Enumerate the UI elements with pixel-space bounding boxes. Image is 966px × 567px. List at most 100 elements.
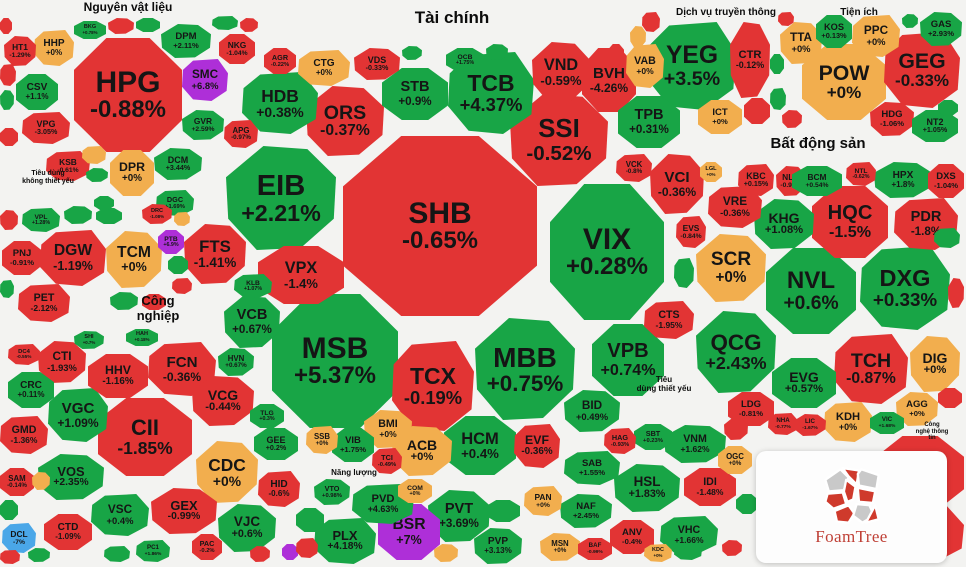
cell-VCK[interactable]: VCK -0.8%	[616, 154, 652, 182]
cell-GMD[interactable]: GMD -1.36%	[0, 416, 48, 454]
cell-SSB[interactable]: SSB +0%	[306, 426, 338, 454]
cell-small[interactable]	[674, 258, 694, 288]
cell-PC1[interactable]: PC1 +1.86%	[136, 540, 170, 562]
cell-CTD[interactable]: CTD -1.09%	[44, 514, 92, 550]
cell-NAF[interactable]: NAF +2.45%	[560, 494, 612, 528]
cell-CII[interactable]: CII -1.85%	[98, 398, 192, 476]
cell-HID[interactable]: HID -0.6%	[258, 471, 300, 507]
cell-TTA[interactable]: TTA +0%	[780, 22, 822, 64]
cell-SAM[interactable]: SAM -0.14%	[0, 468, 34, 496]
cell-small[interactable]	[172, 278, 192, 294]
cell-DIG[interactable]: DIG +0%	[910, 336, 960, 392]
cell-NKG[interactable]: NKG -1.04%	[219, 34, 255, 64]
cell-small[interactable]	[722, 540, 742, 556]
cell-small[interactable]	[778, 12, 794, 26]
cell-GEE[interactable]: GEE +0.2%	[254, 428, 298, 460]
cell-EIB[interactable]: EIB +2.21%	[226, 146, 336, 250]
cell-small[interactable]	[938, 100, 958, 116]
cell-COM[interactable]: COM +0%	[398, 479, 432, 503]
cell-small[interactable]	[296, 538, 318, 558]
cell-small[interactable]	[0, 64, 16, 86]
cell-small[interactable]	[608, 44, 624, 64]
cell-SMC[interactable]: SMC +6.8%	[182, 59, 228, 101]
cell-small[interactable]	[64, 206, 92, 224]
cell-VGC[interactable]: VGC +1.09%	[48, 388, 108, 442]
cell-VCI[interactable]: VCI -0.36%	[650, 154, 704, 214]
cell-KDH[interactable]: KDH +0%	[824, 402, 872, 442]
cell-VCB[interactable]: VCB +0.67%	[224, 296, 280, 348]
cell-VPL[interactable]: VPL +1.28%	[22, 208, 60, 232]
cell-DGW[interactable]: DGW -1.19%	[40, 230, 106, 286]
cell-PVP[interactable]: PVP +3.13%	[474, 528, 522, 564]
cell-HHP[interactable]: HHP +0%	[34, 30, 74, 66]
cell-VJC[interactable]: VJC +0.6%	[218, 504, 276, 552]
cell-small[interactable]	[250, 546, 270, 562]
cell-AGR[interactable]: AGR -0.22%	[264, 48, 296, 74]
cell-PNJ[interactable]: PNJ -0.91%	[2, 241, 42, 275]
cell-SHB[interactable]: SHB -0.65%	[343, 136, 537, 316]
cell-HQC[interactable]: HQC -1.5%	[812, 186, 888, 258]
cell-VAB[interactable]: VAB +0%	[626, 44, 664, 88]
cell-small[interactable]	[770, 88, 786, 110]
cell-MSN[interactable]: MSN +0%	[540, 533, 580, 561]
cell-small[interactable]	[902, 14, 918, 28]
cell-HAG[interactable]: HAG -0.93%	[604, 428, 636, 454]
cell-PAN[interactable]: PAN +0%	[524, 486, 562, 516]
cell-small[interactable]	[32, 472, 50, 490]
cell-KHG[interactable]: KHG +1.08%	[754, 199, 814, 249]
cell-DCL[interactable]: DCL -7%	[2, 523, 36, 553]
cell-ORS[interactable]: ORS -0.37%	[306, 86, 384, 156]
cell-TCI[interactable]: TCI -0.49%	[372, 448, 402, 474]
cell-OGC[interactable]: OGC +0%	[718, 446, 752, 474]
cell-DC4[interactable]: DC4 -0.55%	[8, 344, 40, 365]
cell-small[interactable]	[0, 280, 14, 298]
cell-ICT[interactable]: ICT +0%	[698, 100, 742, 134]
cell-TPB[interactable]: TPB +0.31%	[618, 96, 680, 148]
cell-VIC[interactable]: VIC +1.68%	[870, 412, 904, 434]
cell-APG[interactable]: APG -0.97%	[224, 120, 258, 148]
foamtree-attribution[interactable]: FoamTree	[756, 451, 947, 563]
cell-GEX[interactable]: GEX -0.99%	[151, 488, 217, 534]
cell-small[interactable]	[104, 546, 130, 562]
cell-KLB[interactable]: KLB +1.07%	[234, 274, 272, 298]
cell-FTS[interactable]: FTS -1.41%	[184, 224, 246, 284]
cell-TLG[interactable]: TLG +0.3%	[250, 404, 284, 428]
cell-small[interactable]	[642, 12, 660, 32]
cell-CDC[interactable]: CDC +0%	[196, 441, 258, 503]
cell-MBB[interactable]: MBB +0.75%	[475, 318, 575, 420]
cell-VPG[interactable]: VPG -3.05%	[22, 112, 70, 144]
cell-GVR[interactable]: GVR +2.59%	[182, 110, 224, 140]
cell-SAB[interactable]: SAB +1.55%	[564, 451, 620, 485]
cell-ANV[interactable]: ANV -0.4%	[610, 520, 654, 554]
cell-HVN[interactable]: HVN +0.67%	[218, 348, 254, 376]
cell-HDG[interactable]: HDG -1.06%	[870, 102, 914, 136]
cell-QCG[interactable]: QCG +2.43%	[696, 311, 776, 393]
cell-small[interactable]	[486, 44, 508, 60]
cell-small[interactable]	[86, 168, 108, 182]
cell-KBC[interactable]: KBC +0.15%	[738, 164, 774, 196]
cell-NT2[interactable]: NT2 +1.05%	[912, 110, 958, 142]
cell-small[interactable]	[434, 544, 458, 562]
cell-SBT[interactable]: SBT +0.23%	[634, 424, 672, 450]
cell-TCX[interactable]: TCX -0.19%	[392, 341, 474, 431]
cell-small[interactable]	[402, 46, 422, 60]
cell-OCB[interactable]: OCB +1.75%	[446, 48, 484, 72]
cell-small[interactable]	[108, 18, 134, 34]
cell-small[interactable]	[296, 508, 324, 532]
cell-NVL[interactable]: NVL +0.6%	[766, 248, 856, 334]
cell-DPM[interactable]: DPM +2.11%	[161, 24, 211, 58]
cell-VND[interactable]: VND -0.59%	[532, 42, 590, 102]
cell-small[interactable]	[282, 544, 298, 560]
cell-NTL[interactable]: NTL -0.62%	[846, 162, 876, 186]
cell-PTB[interactable]: PTB +6.9%	[158, 230, 184, 254]
cell-VCG[interactable]: VCG -0.44%	[192, 376, 254, 426]
cell-HT1[interactable]: HT1 -1.29%	[4, 36, 36, 66]
cell-GAS[interactable]: GAS +2.93%	[920, 12, 962, 46]
cell-small[interactable]	[212, 16, 238, 30]
cell-BID[interactable]: BID +0.49%	[564, 390, 620, 432]
cell-CTG[interactable]: CTG +0%	[298, 50, 350, 86]
cell-small[interactable]	[174, 212, 190, 226]
cell-small[interactable]	[110, 292, 138, 310]
cell-PET[interactable]: PET -2.12%	[18, 284, 70, 322]
cell-EVG[interactable]: EVG +0.57%	[772, 358, 836, 408]
